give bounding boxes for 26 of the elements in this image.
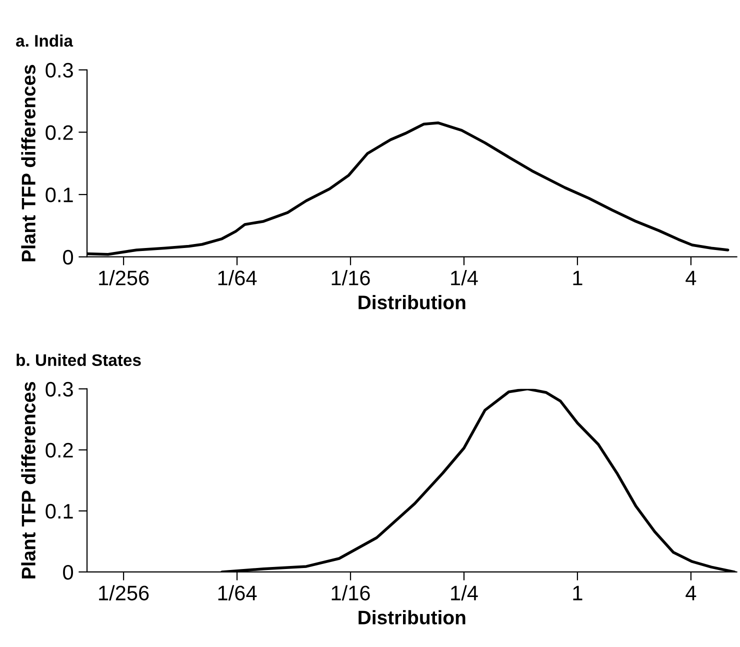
y-tick-label: 0.1	[46, 188, 73, 202]
x-tick-label: 1/16	[332, 585, 370, 600]
x-tick-label: 1/4	[451, 585, 478, 600]
y-tick-label: 0.3	[46, 382, 73, 397]
y-tick-label: 0.3	[46, 62, 73, 78]
x-tick-label: 1/256	[99, 270, 149, 286]
x-tick-label: 1/64	[218, 270, 257, 286]
x-tick-label: 1/256	[99, 585, 149, 600]
x-tick-label: 4	[686, 586, 696, 600]
x-axis-title: Distribution	[358, 610, 466, 624]
x-tick-label: 1	[573, 586, 582, 600]
y-tick-label: 0.2	[46, 125, 73, 140]
y-axis-title: Plant TFP differences	[21, 64, 36, 262]
x-tick-label: 1/4	[451, 270, 478, 286]
y-tick-label: 0	[63, 564, 74, 580]
y-tick-label: 0.1	[46, 504, 73, 519]
chart-title: b. United States	[16, 354, 141, 366]
x-tick-label: 1	[573, 270, 582, 286]
x-axis-title: Distribution	[358, 295, 466, 310]
x-tick-label: 1/64	[218, 585, 257, 600]
y-tick-label: 0	[63, 250, 74, 265]
y-tick-label: 0.2	[46, 442, 73, 458]
x-tick-label: 4	[686, 270, 696, 286]
x-tick-label: 1/16	[332, 270, 370, 286]
y-axis-title: Plant TFP differences	[21, 382, 36, 578]
chart-title: a. India	[16, 34, 74, 47]
